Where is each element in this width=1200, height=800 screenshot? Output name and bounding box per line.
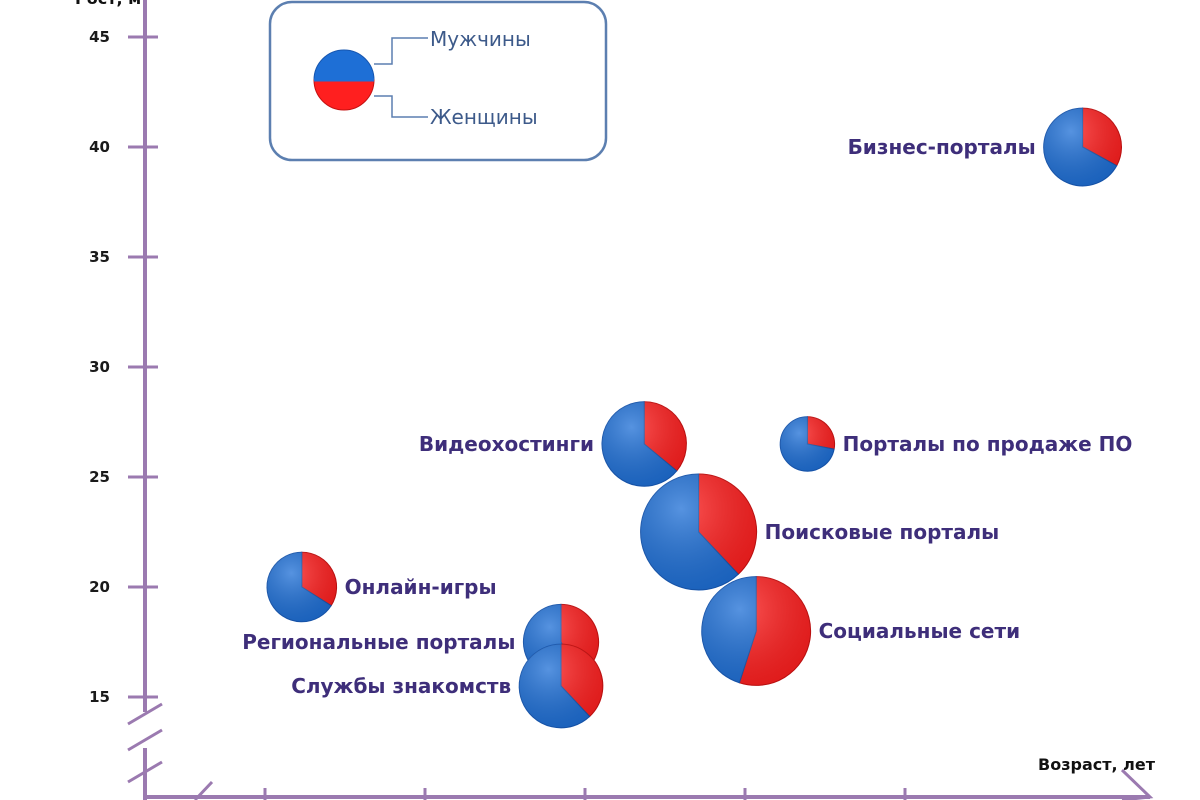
bubble-label: Социальные сети bbox=[819, 619, 1021, 643]
legend: Мужчины Женщины bbox=[268, 0, 608, 162]
legend-label-men: Мужчины bbox=[430, 27, 531, 51]
y-tick-label: 25 bbox=[89, 468, 110, 486]
legend-pie-icon bbox=[313, 49, 375, 111]
bubble-3: Поисковые порталы bbox=[640, 473, 1000, 591]
bubble-5: Социальные сети bbox=[701, 576, 1021, 686]
legend-connector-men bbox=[374, 37, 428, 65]
y-tick-label: 15 bbox=[89, 688, 110, 706]
y-tick-label: 35 bbox=[89, 248, 110, 266]
x-axis-ticks bbox=[263, 788, 907, 800]
bubble-label: Онлайн-игры bbox=[345, 575, 497, 599]
bubble-1: Видеохостинги bbox=[419, 401, 687, 487]
bubble-label: Поисковые порталы bbox=[765, 520, 1000, 544]
y-axis-title-fragment: Рост, м bbox=[75, 0, 141, 8]
x-axis-break-mark bbox=[193, 780, 214, 800]
bubble-0: Бизнес-порталы bbox=[848, 107, 1122, 187]
x-axis-title: Возраст, лет bbox=[1038, 755, 1156, 774]
bubble-label: Видеохостинги bbox=[419, 432, 594, 456]
y-axis-break-mark-3 bbox=[127, 760, 163, 784]
legend-label-women: Женщины bbox=[430, 105, 538, 129]
y-axis bbox=[127, 0, 163, 800]
bubble-4: Онлайн-игры bbox=[266, 551, 497, 623]
y-tick-label: 45 bbox=[89, 28, 110, 46]
legend-connector-women bbox=[374, 95, 428, 118]
y-tick-label: 20 bbox=[89, 578, 110, 596]
pie-highlight bbox=[780, 416, 835, 472]
bubble-label: Региональные порталы bbox=[242, 630, 515, 654]
bubbles: Бизнес-порталы Видеохостинги Порталы по пр… bbox=[242, 107, 1133, 729]
legend-frame bbox=[268, 0, 608, 162]
bubble-label: Службы знакомств bbox=[291, 674, 511, 698]
x-axis bbox=[145, 768, 1154, 800]
pie-highlight bbox=[640, 474, 757, 590]
x-axis-arrow bbox=[1120, 768, 1154, 800]
y-axis-break-mark-1 bbox=[127, 702, 163, 726]
pie-highlight bbox=[701, 576, 811, 686]
pie-highlight bbox=[519, 644, 603, 728]
bubble-label: Бизнес-порталы bbox=[848, 135, 1036, 159]
bubble-label: Порталы по продаже ПО bbox=[843, 432, 1133, 456]
y-tick-label: 40 bbox=[89, 138, 110, 156]
y-axis-ticks: 15 20 25 30 35 40 45 bbox=[89, 28, 158, 706]
bubble-2: Порталы по продаже ПО bbox=[779, 416, 1133, 472]
y-tick-label: 30 bbox=[89, 358, 110, 376]
pie-highlight bbox=[267, 552, 337, 622]
pie-highlight bbox=[1043, 108, 1122, 186]
bubble-7: Службы знакомств bbox=[291, 643, 604, 729]
pie-highlight bbox=[601, 401, 687, 487]
y-axis-break-mark-2 bbox=[127, 728, 163, 752]
